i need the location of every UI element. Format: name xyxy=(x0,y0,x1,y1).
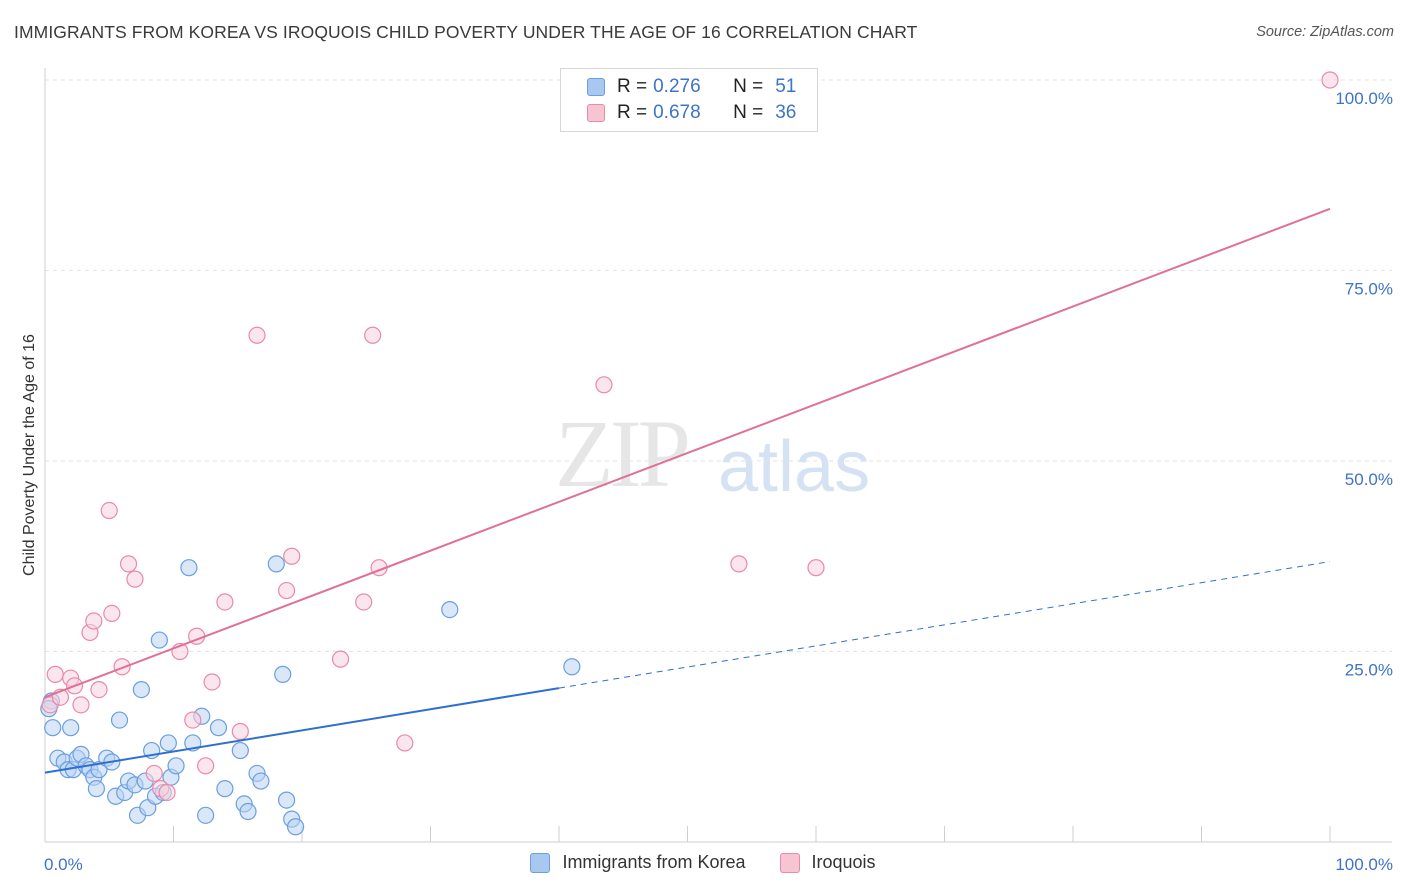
iroquois-point xyxy=(1321,71,1339,89)
korea-point xyxy=(274,665,292,683)
legend-row-iroquois: R = 0.678 N = 36 xyxy=(587,101,796,125)
source-label: Source: ZipAtlas.com xyxy=(1256,24,1394,40)
korea-point xyxy=(150,631,168,649)
legend-item-iroquois[interactable]: Iroquois xyxy=(779,852,876,873)
korea-trendline xyxy=(44,687,560,774)
iroquois-point xyxy=(113,658,131,676)
iroquois-point xyxy=(203,673,221,691)
x-tick-label: 100.0% xyxy=(1335,855,1393,874)
korea-point xyxy=(197,806,215,824)
legend-swatch-korea xyxy=(587,78,605,96)
iroquois-point xyxy=(103,604,121,623)
legend-n-value: 51 xyxy=(775,76,797,97)
korea-point xyxy=(44,719,62,737)
iroquois-point xyxy=(90,680,108,699)
korea-point xyxy=(216,780,234,798)
iroquois-point xyxy=(807,559,825,577)
legend-n-value: 36 xyxy=(775,102,797,123)
iroquois-point xyxy=(72,696,90,714)
korea-point xyxy=(132,680,150,699)
legend-row-korea: R = 0.276 N = 51 xyxy=(587,75,796,99)
iroquois-trendline xyxy=(44,207,1331,699)
iroquois-point xyxy=(197,757,215,775)
korea-point xyxy=(239,802,257,821)
korea-point xyxy=(209,719,228,737)
korea-trendline-extension xyxy=(558,561,1331,689)
iroquois-point xyxy=(364,326,382,344)
iroquois-point xyxy=(145,764,163,783)
korea-point xyxy=(267,555,285,573)
iroquois-point xyxy=(277,581,296,600)
iroquois-point xyxy=(100,501,118,520)
x-tick-label: 0.0% xyxy=(44,855,83,874)
korea-point xyxy=(62,719,80,737)
korea-point xyxy=(231,741,249,760)
series-legend: Immigrants from Korea Iroquois xyxy=(0,852,1406,873)
iroquois-point xyxy=(184,711,202,729)
iroquois-point xyxy=(355,593,373,611)
legend-r-value: 0.678 xyxy=(653,102,701,123)
iroquois-point xyxy=(216,593,234,611)
iroquois-point xyxy=(126,570,144,588)
legend-item-korea[interactable]: Immigrants from Korea xyxy=(530,852,746,873)
legend-label-korea: Immigrants from Korea xyxy=(562,852,746,872)
y-tick-label: 100.0% xyxy=(1335,89,1393,108)
korea-point xyxy=(563,658,581,676)
chart-title: IMMIGRANTS FROM KOREA VS IROQUOIS CHILD … xyxy=(14,22,918,42)
legend-r-label: R = xyxy=(617,102,648,123)
legend-swatch-korea xyxy=(530,852,551,873)
korea-point xyxy=(286,818,305,836)
korea-point xyxy=(252,772,270,790)
iroquois-point xyxy=(46,665,64,683)
korea-point xyxy=(159,734,177,752)
legend-r-value: 0.276 xyxy=(653,76,701,97)
iroquois-point xyxy=(595,376,613,394)
iroquois-point xyxy=(158,783,176,802)
korea-point xyxy=(277,791,296,809)
iroquois-point xyxy=(396,734,414,752)
y-tick-label: 25.0% xyxy=(1345,661,1393,680)
legend-swatch-iroquois xyxy=(779,852,800,873)
iroquois-point xyxy=(730,555,748,573)
y-tick-label: 75.0% xyxy=(1345,280,1393,299)
legend-swatch-iroquois xyxy=(587,104,605,122)
korea-point xyxy=(167,757,185,775)
legend-n-label: N = xyxy=(733,76,764,97)
korea-point xyxy=(87,780,106,798)
stats-legend: R = 0.276 N = 51 R = 0.678 N = 36 xyxy=(560,68,818,132)
iroquois-point xyxy=(85,612,103,630)
korea-point xyxy=(180,559,198,577)
watermark-atlas: atlas xyxy=(718,427,871,507)
watermark-zip: ZIP xyxy=(555,400,691,507)
iroquois-point xyxy=(331,650,350,668)
korea-point xyxy=(441,600,459,619)
legend-r-label: R = xyxy=(617,76,648,97)
legend-label-iroquois: Iroquois xyxy=(811,852,876,872)
iroquois-point xyxy=(119,555,138,573)
iroquois-point xyxy=(283,547,301,565)
iroquois-point xyxy=(231,722,249,741)
korea-point xyxy=(110,711,129,729)
y-tick-label: 50.0% xyxy=(1345,470,1393,489)
iroquois-point xyxy=(248,326,266,344)
legend-n-label: N = xyxy=(733,102,764,123)
